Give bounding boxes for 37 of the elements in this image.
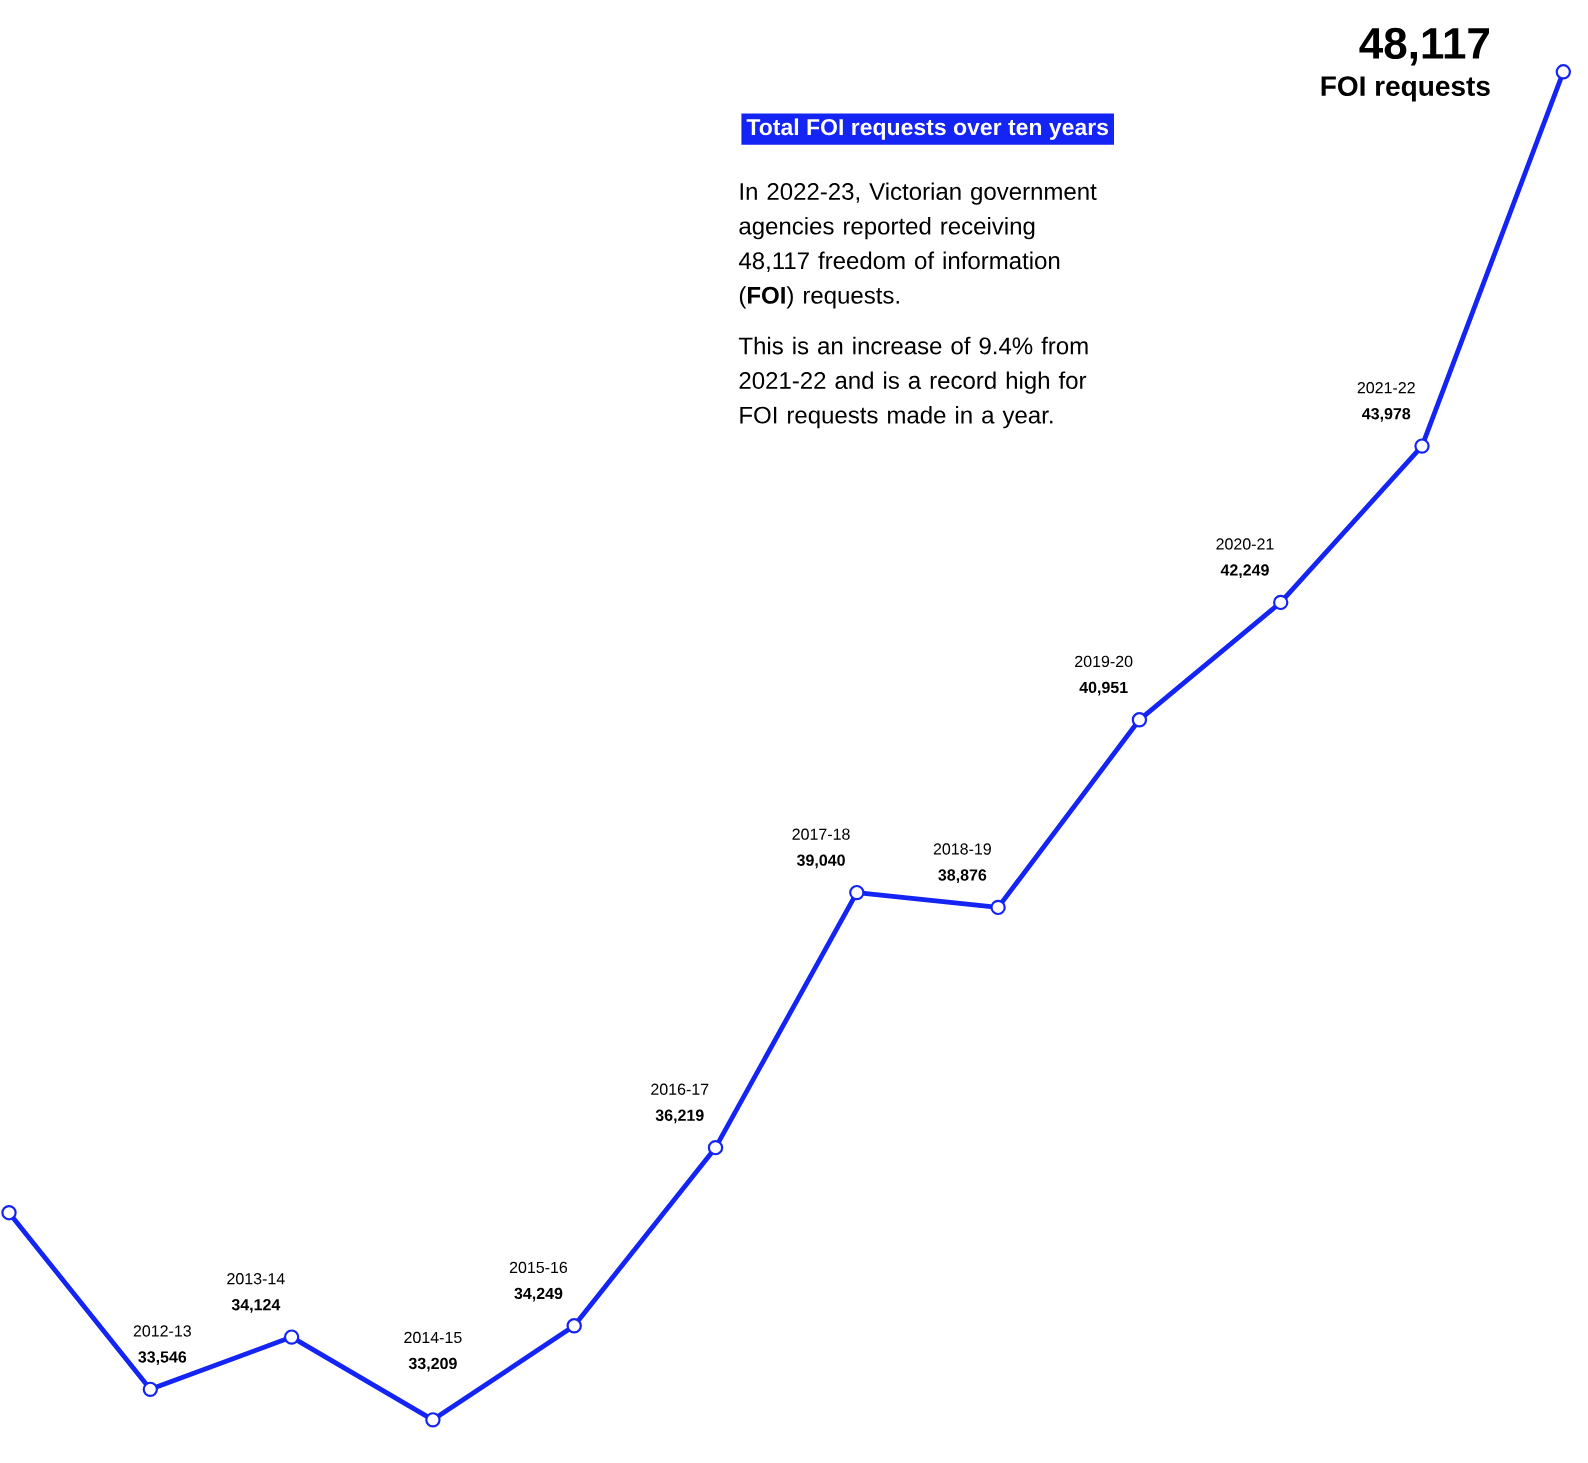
data-label: 33,546	[138, 1351, 187, 1365]
data-label: 34,124	[231, 1299, 281, 1313]
data-label: 39,040	[796, 854, 845, 869]
point	[425, 1412, 441, 1428]
data-label: 42,249	[1220, 564, 1269, 579]
data-label: 43,978	[1362, 408, 1411, 422]
x-tick-label: 2020-21	[1216, 538, 1274, 550]
point	[283, 1329, 300, 1345]
x-tick-label: 2017-18	[792, 828, 850, 840]
x-tick-label: 2013-14	[227, 1273, 285, 1285]
point	[1414, 438, 1430, 454]
data-label: 34,249	[514, 1287, 563, 1302]
point	[1555, 64, 1572, 80]
x-tick-label: 2016-17	[651, 1083, 709, 1095]
point	[1273, 594, 1289, 611]
data-label: 36,219	[655, 1109, 704, 1124]
annotation: FOI requests	[1321, 76, 1490, 102]
point	[142, 1381, 159, 1398]
point	[990, 899, 1006, 916]
annotation: This is an increase of 9.4% from 2021-22 and is a record high for FOI requests made in a year.	[738, 336, 1088, 429]
point	[849, 884, 865, 901]
point	[1, 1204, 17, 1221]
annotation: In 2022-23, Victorian government agencies reported receiving 48,117 freedom of information (FOI) requests.	[738, 182, 1097, 309]
point	[1131, 712, 1148, 728]
data-label: 38,876	[938, 869, 987, 884]
x-tick-label: 2018-19	[933, 843, 991, 855]
data-label: 33,209	[408, 1357, 457, 1372]
x-tick-label: 2021-22	[1357, 382, 1415, 394]
x-tick-label: 2012-13	[133, 1325, 191, 1337]
x-tick-label: 2015-16	[509, 1261, 568, 1274]
data-label: 40,951	[1079, 681, 1128, 696]
text: Total FOI requests over ten years	[746, 118, 1109, 140]
x-tick-label: 2019-20	[1075, 655, 1133, 668]
point	[566, 1318, 582, 1334]
data-label: 48,117	[1359, 27, 1489, 66]
x-tick-label: 2014-15	[404, 1331, 462, 1344]
point	[707, 1139, 724, 1156]
